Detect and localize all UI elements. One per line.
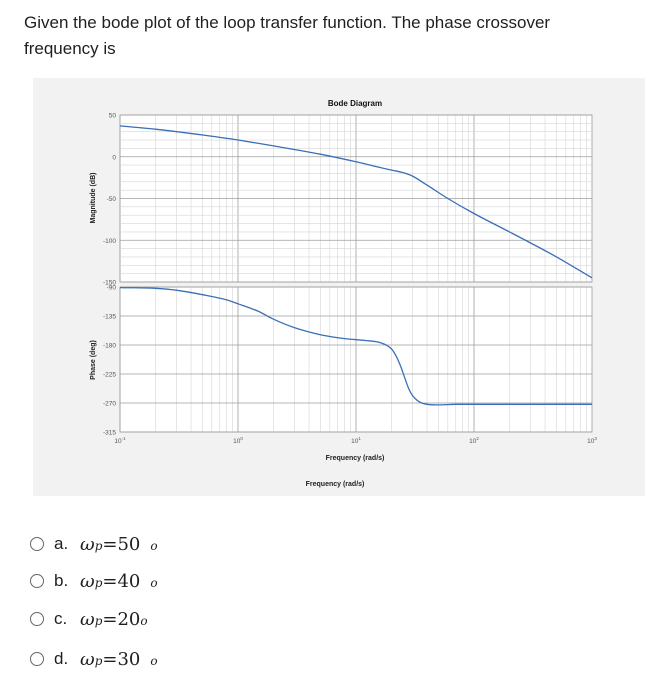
option-b-value: =40 — [102, 570, 141, 592]
option-a-value: =50 — [102, 533, 141, 555]
radio-b[interactable] — [30, 574, 44, 588]
option-c-sub: p — [94, 613, 103, 628]
phase-tick-label: -180 — [103, 343, 116, 350]
figure-footer-label: Frequency (rad/s) — [306, 481, 365, 488]
magnitude-tick-label: 50 — [109, 113, 117, 120]
magnitude-tick-label: 0 — [112, 154, 116, 161]
option-b[interactable]: b. ω p =40 o — [30, 566, 158, 596]
magnitude-tick-label: -150 — [103, 280, 116, 287]
option-a-sub: p — [94, 538, 103, 553]
bode-figure: Bode Diagram 50 0 -50 -100 -150 -90 -135 -180 -2… — [33, 78, 645, 496]
chart-title: Bode Diagram — [328, 99, 382, 108]
x-tick-exponent: 3 — [594, 436, 597, 441]
x-tick-exponent: -1 — [122, 436, 126, 441]
option-d-omega: ω — [80, 648, 95, 670]
option-d-formula: ω p =30 o — [80, 649, 158, 670]
option-b-sub: p — [94, 575, 103, 590]
option-c-formula: ω p =20 o — [80, 609, 148, 630]
x-tick-label: 102 — [469, 436, 479, 445]
x-tick-exponent: 0 — [240, 436, 243, 441]
x-tick-label: 100 — [233, 436, 243, 445]
option-c-letter: c. — [54, 609, 68, 628]
radio-d[interactable] — [30, 652, 44, 666]
x-tick-label: 101 — [351, 436, 361, 445]
x-tick-exponent: 2 — [476, 436, 479, 441]
option-b-letter: b. — [54, 571, 69, 590]
phase-tick-label: -270 — [103, 401, 116, 408]
phase-tick-label: -315 — [103, 430, 116, 437]
radio-c[interactable] — [30, 612, 44, 626]
option-a[interactable]: a. ω p =50 o — [30, 529, 158, 559]
option-b-omega: ω — [80, 570, 95, 592]
magnitude-tick-label: -50 — [107, 196, 117, 203]
option-c-value: =20 — [102, 608, 141, 630]
x-tick-base: 10 — [233, 438, 241, 445]
x-tick-base: 10 — [351, 438, 359, 445]
magnitude-axis-label: Magnitude (dB) — [90, 173, 97, 224]
option-d-sub: p — [94, 653, 103, 668]
phase-tick-label: -225 — [103, 372, 116, 379]
option-c-omega: ω — [80, 608, 95, 630]
phase-curve — [119, 286, 592, 406]
radio-a[interactable] — [30, 537, 44, 551]
option-a-letter: a. — [54, 534, 69, 553]
bode-plot: Bode Diagram 50 0 -50 -100 -150-90 -135 -180 -2… — [90, 99, 597, 488]
magnitude-curve — [119, 125, 593, 279]
option-a-omega: ω — [80, 533, 95, 555]
option-c[interactable]: c. ω p =20 o — [30, 604, 148, 634]
option-c-degree: o — [140, 613, 148, 628]
option-a-formula: ω p =50 o — [80, 534, 158, 555]
x-tick-base: 10 — [114, 438, 122, 445]
x-tick-label: 10-1 — [114, 436, 126, 445]
phase-axis-label: Phase (deg) — [90, 340, 97, 380]
x-tick-base: 10 — [469, 438, 477, 445]
x-axis-label: Frequency (rad/s) — [326, 455, 385, 462]
option-b-degree: o — [150, 575, 158, 590]
x-tick-label: 103 — [587, 436, 597, 445]
option-d-value: =30 — [102, 648, 141, 670]
magnitude-tick-label: -100 — [103, 238, 116, 245]
phase-tick-label: -135 — [103, 314, 116, 321]
phase-tick-label: -90 — [107, 285, 117, 292]
x-tick-exponent: 1 — [358, 436, 361, 441]
option-b-formula: ω p =40 o — [80, 571, 158, 592]
option-d-degree: o — [150, 653, 158, 668]
option-d-letter: d. — [54, 649, 69, 668]
question-text: Given the bode plot of the loop transfer… — [24, 13, 551, 58]
option-a-degree: o — [150, 538, 158, 553]
option-d[interactable]: d. ω p =30 o — [30, 644, 158, 674]
x-tick-base: 10 — [587, 438, 595, 445]
